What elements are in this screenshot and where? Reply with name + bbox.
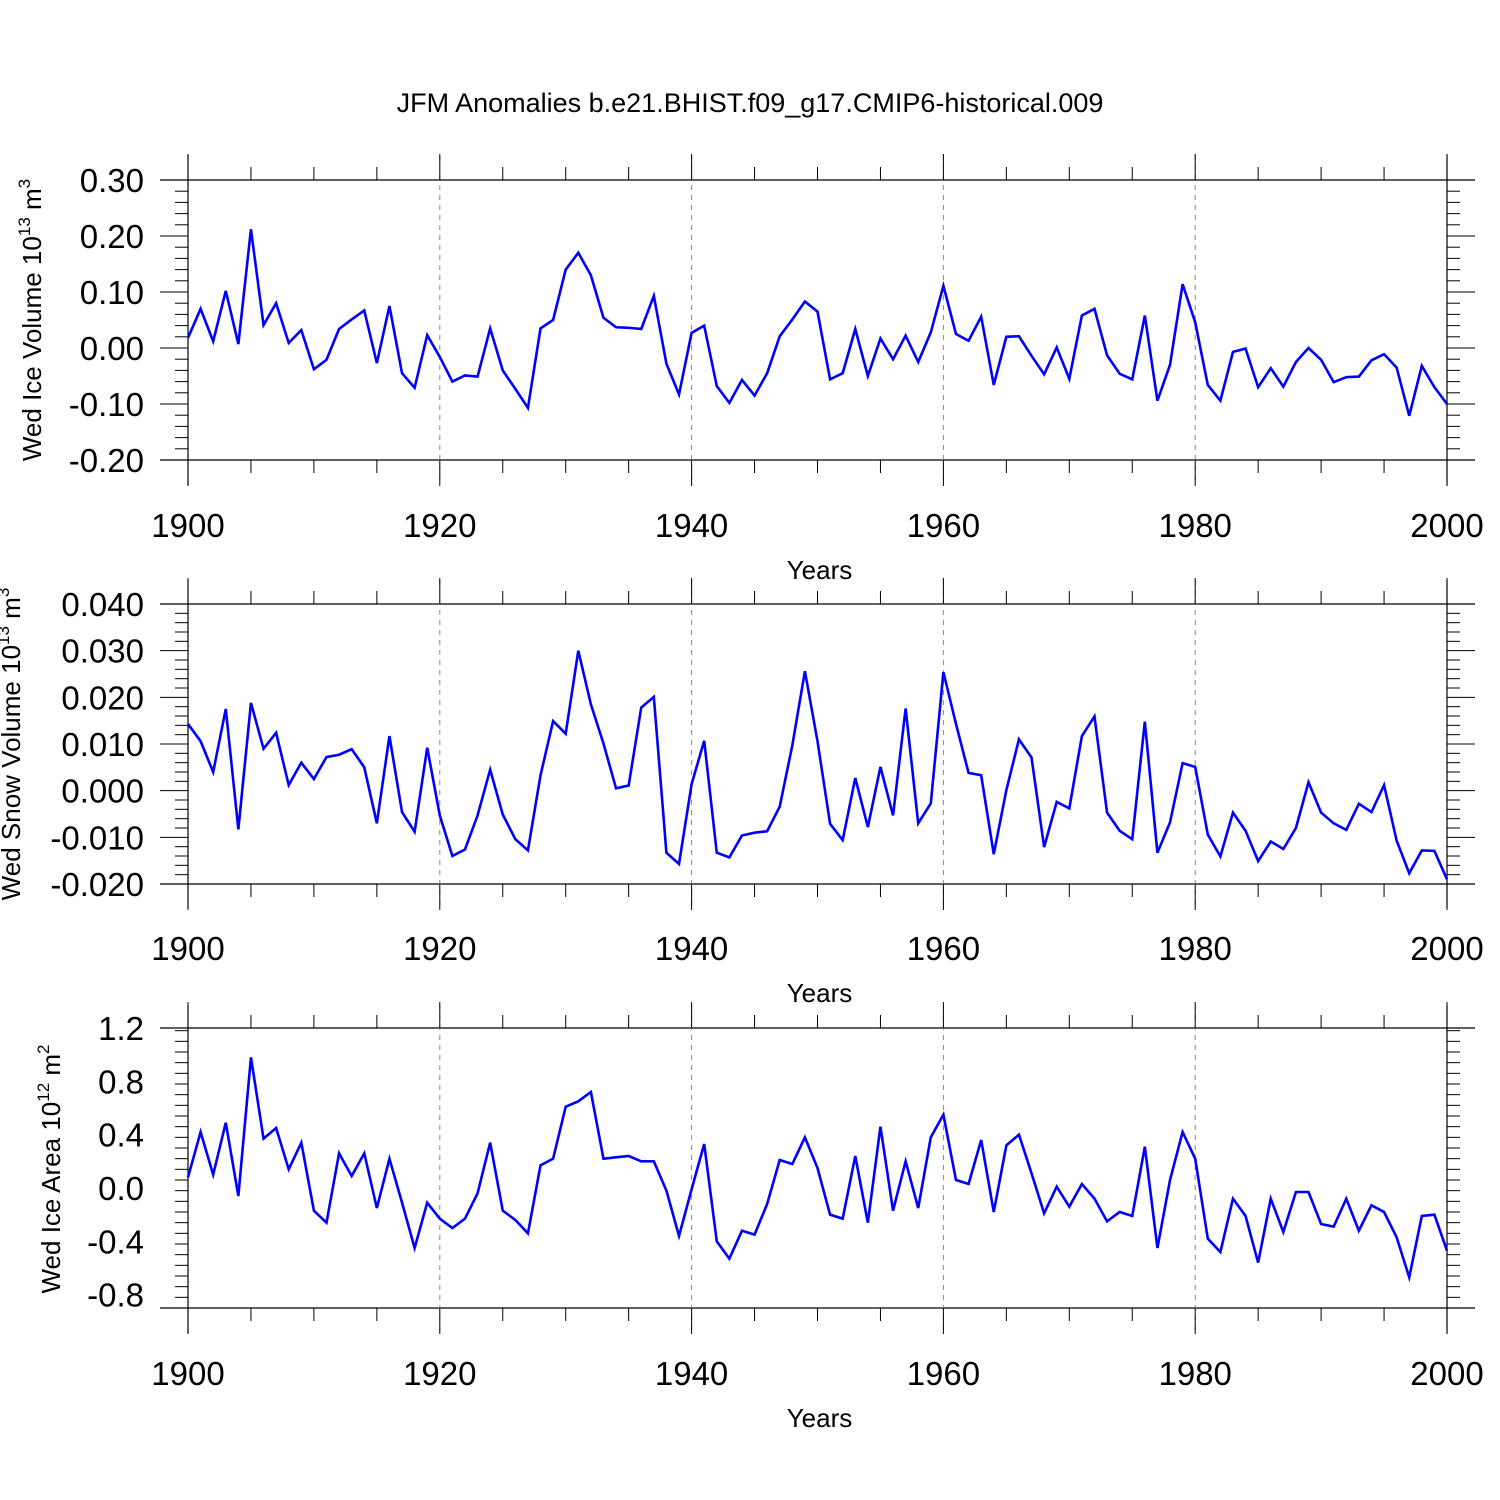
x-tick-label: 1900 xyxy=(151,1355,224,1392)
series-line-ice-area xyxy=(186,1057,1449,1283)
chart-title: JFM Anomalies b.e21.BHIST.f09_g17.CMIP6-… xyxy=(396,88,1104,118)
x-axis-title: Years xyxy=(787,555,853,585)
x-tick-label: 1960 xyxy=(907,507,980,544)
y-tick-label: -0.010 xyxy=(50,819,144,856)
panel-ice-area: 1900 1920 1940 1960 1980 2000 Years -0.8 -0.4 0.0… xyxy=(34,1002,1484,1433)
y-tick-label: 0.010 xyxy=(61,726,144,763)
x-tick-label: 2000 xyxy=(1410,507,1483,544)
y-axis-title: Wed Ice Volume 1013 m3 xyxy=(15,179,47,461)
x-tick-label: 2000 xyxy=(1410,1355,1483,1392)
y-axis-title-unit-exp: 2 xyxy=(34,1044,53,1053)
y-tick-label: 0.10 xyxy=(80,274,144,311)
y-axis-title-base: Wed Ice Volume 10 xyxy=(17,236,47,461)
y-tick-label: 0.30 xyxy=(80,162,144,199)
x-tick-label: 1960 xyxy=(907,930,980,967)
y-axis-title-exp: 13 xyxy=(15,217,34,236)
y-tick-label: 0.030 xyxy=(61,633,144,670)
x-tick-label: 1980 xyxy=(1158,1355,1231,1392)
series-line-snow-volume xyxy=(186,650,1449,880)
panel-snow-volume: 1900 1920 1940 1960 1980 2000 Years -0.020 -0.01… xyxy=(0,578,1484,1008)
y-tick-label: 0.020 xyxy=(61,679,144,716)
y-tick-label: 0.20 xyxy=(80,218,144,255)
x-tick-label: 1940 xyxy=(655,507,728,544)
y-axis-title-base: Wed Snow Volume 10 xyxy=(0,645,26,900)
x-tick-label: 1980 xyxy=(1158,930,1231,967)
x-tick-label: 1940 xyxy=(655,930,728,967)
x-tick-label: 1900 xyxy=(151,930,224,967)
y-tick-label: 1.2 xyxy=(98,1010,144,1047)
y-axis-title-unit: m xyxy=(36,1054,66,1083)
y-axis-title-exp: 12 xyxy=(34,1083,53,1102)
series-line-ice-volume xyxy=(186,229,1449,417)
x-tick-label: 1980 xyxy=(1158,507,1231,544)
y-tick-label: 0.0 xyxy=(98,1170,144,1207)
y-tick-label: -0.8 xyxy=(87,1277,144,1314)
y-tick-label: -0.10 xyxy=(69,386,144,423)
y-axis-title-unit-exp: 3 xyxy=(0,588,13,597)
x-tick-label: 1920 xyxy=(403,507,476,544)
y-axis-title: Wed Snow Volume 1013 m3 xyxy=(0,588,26,901)
x-tick-label: 1900 xyxy=(151,507,224,544)
y-axis-title-unit: m xyxy=(0,597,26,626)
x-tick-label: 1920 xyxy=(403,1355,476,1392)
x-tick-label: 1960 xyxy=(907,1355,980,1392)
y-tick-label: -0.20 xyxy=(69,442,144,479)
y-axis-title-exp: 13 xyxy=(0,626,13,645)
y-tick-label: -0.020 xyxy=(50,866,144,903)
y-axis-title-unit-exp: 3 xyxy=(15,179,34,188)
y-tick-label: 0.4 xyxy=(98,1117,144,1154)
y-axis-title-unit: m xyxy=(17,188,47,217)
y-tick-label: 0.8 xyxy=(98,1063,144,1100)
y-axis-title: Wed Ice Area 1012 m2 xyxy=(34,1044,66,1293)
y-tick-label: 0.00 xyxy=(80,330,144,367)
panel-ice-volume: 1900 1920 1940 1960 1980 2000 Years -0.20 -0.10 0… xyxy=(15,154,1484,585)
x-axis-title: Years xyxy=(787,978,853,1008)
y-axis-title-base: Wed Ice Area 10 xyxy=(36,1102,66,1294)
x-tick-label: 1920 xyxy=(403,930,476,967)
x-tick-label: 1940 xyxy=(655,1355,728,1392)
y-tick-label: -0.4 xyxy=(87,1223,144,1260)
x-tick-label: 2000 xyxy=(1410,930,1483,967)
y-tick-label: 0.040 xyxy=(61,586,144,623)
y-tick-label: 0.000 xyxy=(61,773,144,810)
x-axis-title: Years xyxy=(787,1403,853,1433)
